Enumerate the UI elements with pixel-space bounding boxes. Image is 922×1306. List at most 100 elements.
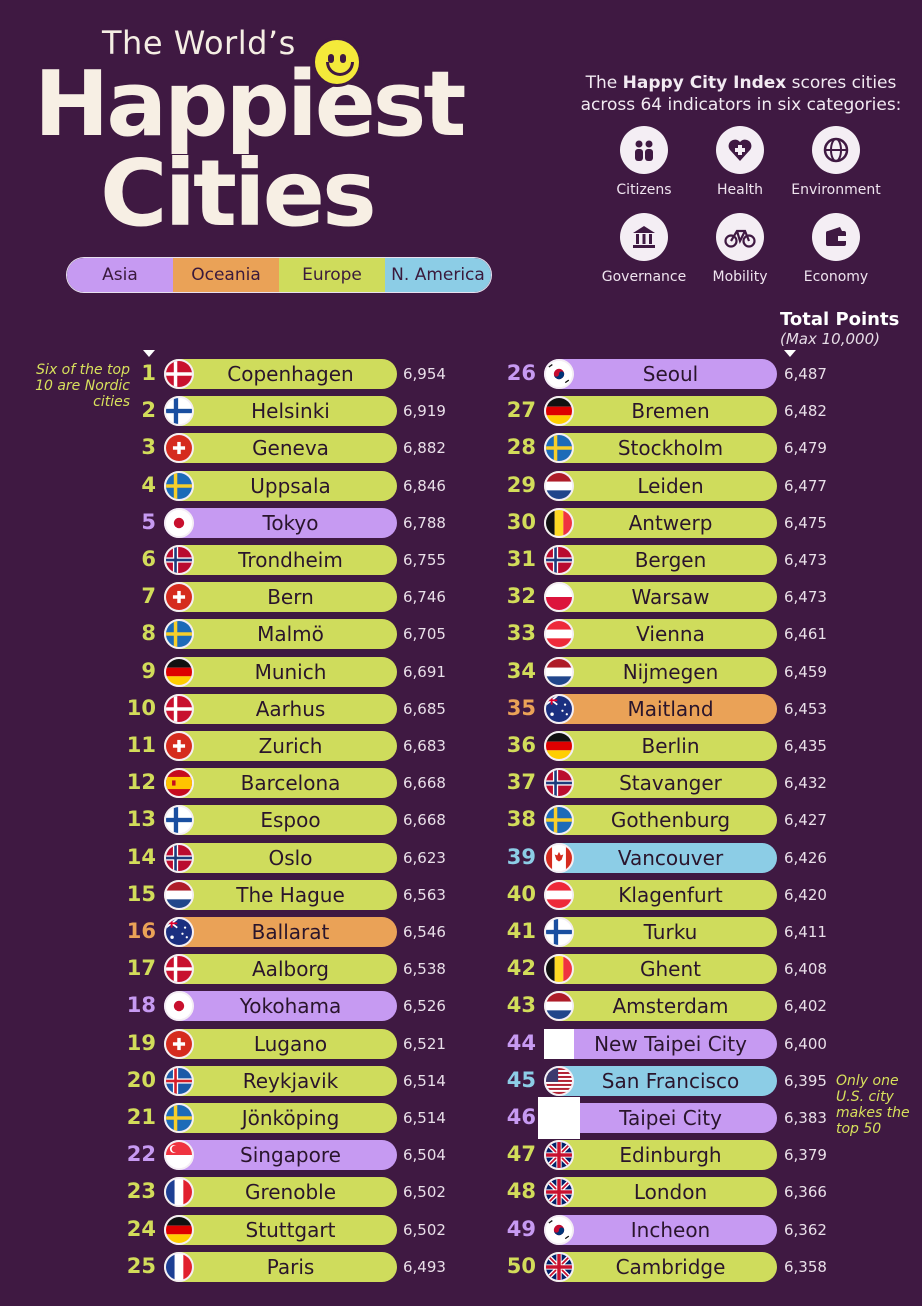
rank-number: 45 <box>506 1068 536 1092</box>
city-name: Antwerp <box>628 511 713 535</box>
rank-number: 27 <box>506 398 536 422</box>
government-building-icon <box>620 213 668 261</box>
netherlands-flag-icon <box>544 657 574 687</box>
norway-flag-icon <box>164 843 194 873</box>
city-name: Singapore <box>240 1143 341 1167</box>
city-pill: Jönköping <box>164 1103 397 1133</box>
finland-flag-icon <box>164 396 194 426</box>
city-name: Lugano <box>253 1032 328 1056</box>
city-name: Maitland <box>627 697 714 721</box>
rank-number: 8 <box>141 621 156 645</box>
city-pill: Stockholm <box>544 433 777 463</box>
city-name: Yokohama <box>239 994 342 1018</box>
total-points-value: 6,538 <box>403 960 446 978</box>
total-points-value: 6,685 <box>403 700 446 718</box>
city-name: Helsinki <box>251 399 330 423</box>
city-pill: London <box>544 1177 777 1207</box>
sweden-flag-icon <box>164 619 194 649</box>
total-points-value: 6,882 <box>403 439 446 457</box>
city-name: Bremen <box>631 399 710 423</box>
rank-number: 26 <box>506 361 536 385</box>
denmark-flag-icon <box>164 954 194 984</box>
rank-number: 29 <box>506 473 536 497</box>
city-pill: Lugano <box>164 1029 397 1059</box>
city-name: San Francisco <box>601 1069 740 1093</box>
france-flag-icon <box>164 1177 194 1207</box>
city-pill: Incheon <box>544 1215 777 1245</box>
total-points-value: 6,432 <box>784 774 827 792</box>
city-name: Espoo <box>260 808 321 832</box>
norway-flag-icon <box>544 545 574 575</box>
city-name: Seoul <box>642 362 699 386</box>
rank-number: 16 <box>126 919 156 943</box>
rank-number: 15 <box>126 882 156 906</box>
city-name: Malmö <box>257 622 324 646</box>
city-name: New Taipei City <box>594 1032 747 1056</box>
us-note: Only one U.S. city makes the top 50 <box>836 1073 910 1137</box>
city-pill: Munich <box>164 657 397 687</box>
city-name: Nijmegen <box>622 660 719 684</box>
belgium-flag-icon <box>544 508 574 538</box>
city-pill: Paris <box>164 1252 397 1282</box>
rank-number: 19 <box>126 1031 156 1055</box>
city-pill: Stavanger <box>544 768 777 798</box>
rank-number: 24 <box>126 1217 156 1241</box>
total-points-value: 6,408 <box>784 960 827 978</box>
switzerland-flag-icon <box>164 1029 194 1059</box>
usa-flag-icon <box>544 1066 574 1096</box>
title-line-1: The World’s <box>102 24 296 62</box>
total-points-value: 6,705 <box>403 625 446 643</box>
legend-europe: Europe <box>279 258 385 292</box>
total-points-value: 6,546 <box>403 923 446 941</box>
uk-flag-icon <box>544 1177 574 1207</box>
rank-number: 40 <box>506 882 536 906</box>
title-line-2: Happiest <box>34 52 466 157</box>
netherlands-flag-icon <box>164 880 194 910</box>
total-points-value: 6,504 <box>403 1146 446 1164</box>
city-pill: Oslo <box>164 843 397 873</box>
city-name: Bergen <box>634 548 707 572</box>
japan-flag-icon <box>164 508 194 538</box>
total-points-value: 6,453 <box>784 700 827 718</box>
total-points-value: 6,362 <box>784 1221 827 1239</box>
city-pill: Aalborg <box>164 954 397 984</box>
rank-number: 35 <box>506 696 536 720</box>
city-pill: Malmö <box>164 619 397 649</box>
city-name: Ghent <box>640 957 701 981</box>
rank-number: 9 <box>141 659 156 683</box>
rank-number: 1 <box>141 361 156 385</box>
total-points-value: 6,668 <box>403 811 446 829</box>
rank-number: 11 <box>126 733 156 757</box>
sweden-flag-icon <box>544 433 574 463</box>
city-name: Gothenburg <box>610 808 731 832</box>
rank-number: 44 <box>506 1031 536 1055</box>
down-arrow-icon <box>143 350 155 357</box>
city-name: Copenhagen <box>227 362 354 386</box>
total-points-value: 6,427 <box>784 811 827 829</box>
city-pill: Bern <box>164 582 397 612</box>
switzerland-flag-icon <box>164 582 194 612</box>
rank-number: 18 <box>126 993 156 1017</box>
denmark-flag-icon <box>164 694 194 724</box>
city-name: Bern <box>267 585 314 609</box>
city-pill: Amsterdam <box>544 991 777 1021</box>
city-pill: Berlin <box>544 731 777 761</box>
rank-number: 31 <box>506 547 536 571</box>
region-legend: Asia Oceania Europe N. America <box>66 257 492 293</box>
rank-number: 46 <box>506 1105 536 1129</box>
city-pill: Geneva <box>164 433 397 463</box>
city-name: Turku <box>643 920 698 944</box>
category-governance: Governance <box>594 213 694 285</box>
rank-number: 22 <box>126 1142 156 1166</box>
rank-number: 39 <box>506 845 536 869</box>
rank-number: 14 <box>126 845 156 869</box>
total-points-value: 6,487 <box>784 365 827 383</box>
total-points-value: 6,411 <box>784 923 827 941</box>
norway-flag-icon <box>164 545 194 575</box>
switzerland-flag-icon <box>164 731 194 761</box>
total-points-value: 6,475 <box>784 514 827 532</box>
total-points-value: 6,395 <box>784 1072 827 1090</box>
city-pill: Edinburgh <box>544 1140 777 1170</box>
city-name: Berlin <box>641 734 700 758</box>
sweden-flag-icon <box>164 1103 194 1133</box>
